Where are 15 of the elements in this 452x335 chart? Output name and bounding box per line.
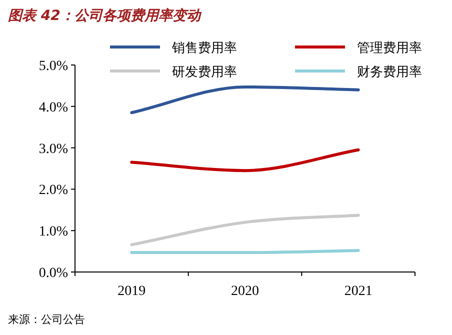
legend-label: 研发费用率	[172, 64, 237, 80]
y-tick-label: 3.0%	[38, 142, 68, 157]
y-tick-label: 2.0%	[38, 183, 68, 198]
y-tick-label: 5.0%	[38, 59, 68, 74]
legend-label: 财务费用率	[357, 64, 422, 80]
x-tick-label: 2019	[118, 284, 146, 299]
source-note: 来源：公司公告	[8, 313, 85, 326]
x-tick-label: 2021	[344, 284, 372, 299]
chart-title: 图表 42：公司各项费用率变动	[8, 7, 202, 24]
y-tick-label: 0.0%	[38, 266, 68, 281]
legend-label: 销售费用率	[171, 40, 237, 56]
y-tick-label: 1.0%	[38, 224, 68, 240]
x-tick-label: 2020	[231, 284, 259, 299]
legend-label: 管理费用率	[357, 40, 422, 56]
y-tick-label: 4.0%	[38, 100, 68, 116]
